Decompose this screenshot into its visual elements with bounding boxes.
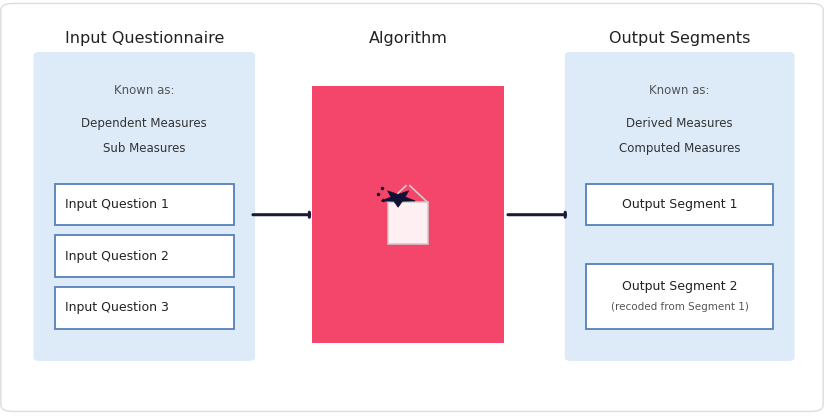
Polygon shape [381,191,415,207]
Text: Input Question 1: Input Question 1 [64,198,168,211]
FancyBboxPatch shape [1,3,823,412]
Text: Computed Measures: Computed Measures [619,142,741,155]
FancyBboxPatch shape [34,52,255,361]
Text: Derived Measures: Derived Measures [626,117,733,130]
Text: Output Segment 1: Output Segment 1 [622,198,737,211]
FancyBboxPatch shape [55,236,234,277]
Text: Known as:: Known as: [649,84,710,97]
Text: Algorithm: Algorithm [368,31,447,46]
FancyBboxPatch shape [565,52,794,361]
Bar [388,202,428,244]
Text: Output Segment 2: Output Segment 2 [622,280,737,293]
Text: Input Questionnaire: Input Questionnaire [64,31,224,46]
Text: Sub Measures: Sub Measures [103,142,185,155]
Text: Output Segments: Output Segments [609,31,751,46]
FancyBboxPatch shape [586,264,773,329]
Text: Known as:: Known as: [114,84,175,97]
FancyBboxPatch shape [55,287,234,329]
FancyBboxPatch shape [55,183,234,225]
Text: Dependent Measures: Dependent Measures [82,117,207,130]
Bar [312,86,503,343]
Text: (recoded from Segment 1): (recoded from Segment 1) [611,302,749,312]
FancyBboxPatch shape [586,183,773,225]
Text: Input Question 3: Input Question 3 [64,301,168,314]
Text: Input Question 2: Input Question 2 [64,250,168,263]
